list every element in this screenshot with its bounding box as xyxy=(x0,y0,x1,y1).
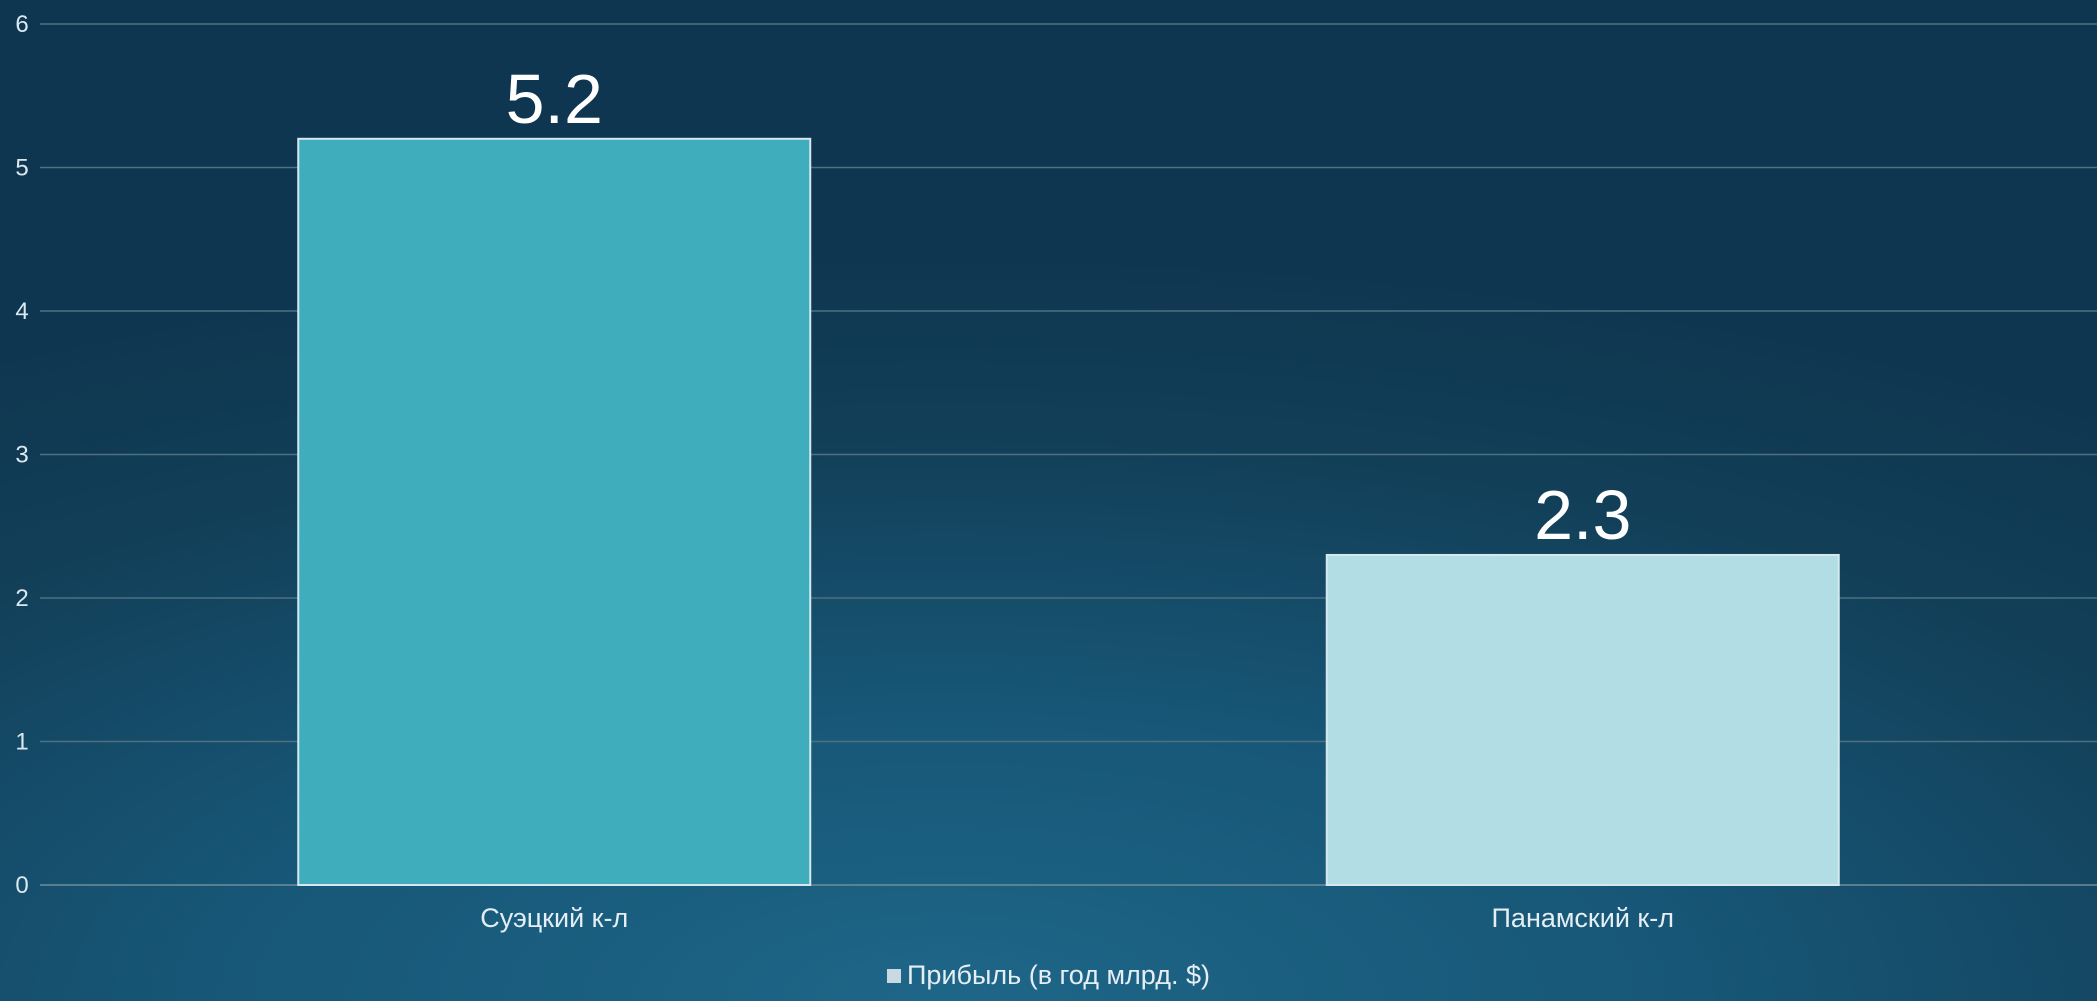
y-tick-label: 0 xyxy=(15,872,28,899)
y-tick-label: 6 xyxy=(15,11,28,38)
bar xyxy=(1325,553,1840,886)
y-tick-label: 2 xyxy=(15,585,28,612)
legend-swatch xyxy=(887,969,902,983)
legend: Прибыль (в год млрд. $) xyxy=(0,960,2097,991)
bar xyxy=(297,137,812,887)
y-tick-label: 3 xyxy=(15,442,28,469)
legend-label: Прибыль (в год млрд. $) xyxy=(907,960,1210,990)
y-tick-label: 4 xyxy=(15,298,28,325)
data-label: 5.2 xyxy=(506,60,603,138)
data-label: 2.3 xyxy=(1534,476,1631,554)
y-tick-label: 1 xyxy=(15,729,28,756)
x-tick-label: Панамский к-л xyxy=(1492,903,1674,933)
x-tick-label: Суэцкий к-л xyxy=(480,903,628,933)
y-tick-label: 5 xyxy=(15,155,28,182)
